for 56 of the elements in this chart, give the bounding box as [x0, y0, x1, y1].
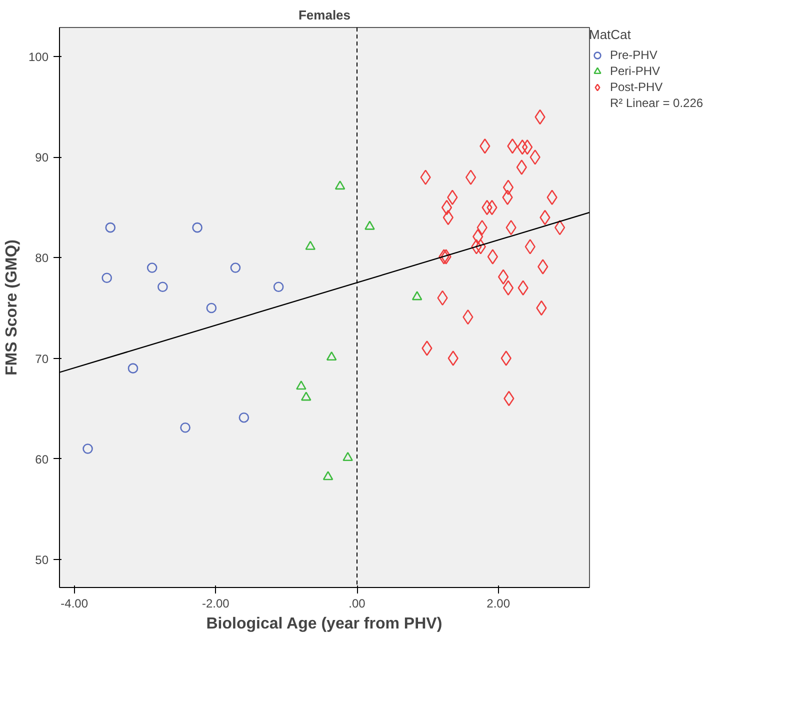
point — [342, 452, 353, 462]
point — [516, 160, 527, 175]
y-tick-label: 100 — [28, 50, 49, 64]
point — [273, 282, 284, 292]
x-axis-title: Biological Age (year from PHV) — [206, 616, 442, 632]
y-tick-label: 50 — [35, 552, 49, 567]
point — [128, 363, 138, 374]
point — [82, 444, 93, 454]
point — [296, 380, 306, 390]
point — [230, 262, 241, 273]
point — [500, 350, 512, 366]
text: R² Linear = 0.226 — [610, 95, 704, 111]
legend-label: Pre-PHV — [610, 47, 658, 63]
point — [180, 422, 190, 433]
point — [498, 269, 509, 284]
point — [322, 471, 334, 480]
point — [334, 180, 346, 190]
y-tick-label: 70 — [35, 352, 49, 366]
point — [326, 351, 337, 361]
point — [422, 340, 432, 356]
point — [530, 150, 540, 165]
point — [502, 280, 514, 296]
point — [105, 222, 116, 233]
point — [448, 350, 458, 366]
legend-label: Peri-PHV — [610, 63, 660, 79]
x-tick-label: 2.00 — [486, 596, 510, 610]
point — [465, 170, 476, 185]
point — [158, 282, 168, 292]
point — [471, 239, 482, 254]
x-tick-label: -2.00 — [202, 596, 230, 610]
point — [238, 412, 250, 423]
point — [441, 200, 452, 216]
point — [412, 291, 422, 300]
y-tick-label: 80 — [35, 251, 49, 266]
point — [475, 239, 486, 254]
x-tick-label: -4.00 — [60, 596, 88, 610]
chart-title: Females — [298, 8, 351, 22]
point — [300, 392, 312, 401]
point — [524, 239, 536, 254]
legend-title: MatCat — [589, 27, 632, 42]
y-tick-label: 60 — [35, 452, 49, 466]
point — [420, 170, 431, 185]
x-tick-label: .00 — [348, 596, 366, 610]
point — [102, 272, 112, 283]
point — [522, 139, 533, 155]
point — [146, 262, 158, 273]
point — [192, 222, 202, 233]
point — [305, 240, 316, 250]
y-axis-title: FMS Score (GMQ) — [3, 239, 20, 376]
point — [206, 302, 217, 314]
legend-label: Post-PHV — [610, 79, 663, 95]
point — [487, 249, 498, 264]
point — [538, 259, 548, 274]
y-tick-label: 90 — [35, 150, 49, 165]
point — [502, 180, 514, 196]
point — [364, 220, 375, 230]
